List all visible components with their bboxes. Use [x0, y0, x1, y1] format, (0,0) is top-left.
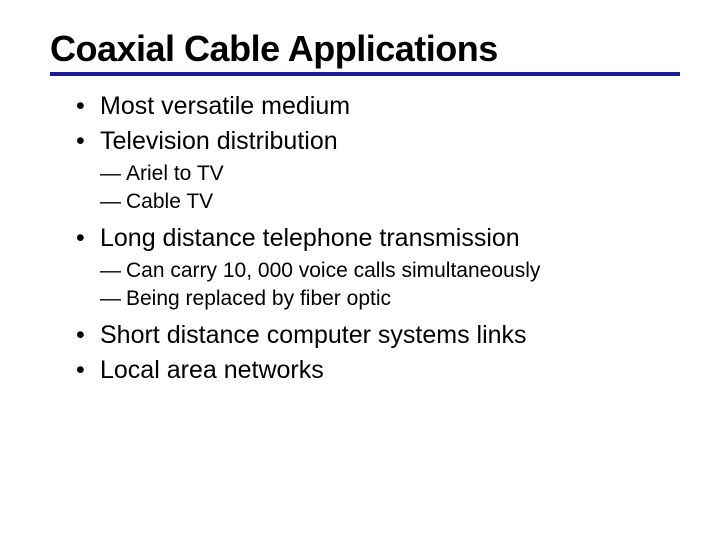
sub-item: Cable TV [100, 190, 680, 214]
slide-title: Coaxial Cable Applications [50, 28, 680, 76]
bullet-item: Television distribution [72, 127, 680, 156]
sub-list: Can carry 10, 000 voice calls simultaneo… [50, 259, 680, 311]
bullet-item: Long distance telephone transmission [72, 224, 680, 253]
sub-text: Cable TV [126, 190, 213, 213]
bullet-list: Most versatile medium Television distrib… [50, 92, 680, 156]
sub-item: Can carry 10, 000 voice calls simultaneo… [100, 259, 680, 283]
sub-list: Ariel to TV Cable TV [50, 162, 680, 214]
sub-item: Being replaced by fiber optic [100, 287, 680, 311]
sub-text: Can carry 10, 000 voice calls simultaneo… [126, 259, 540, 282]
bullet-item: Most versatile medium [72, 92, 680, 121]
bullet-item: Local area networks [72, 356, 680, 385]
bullet-text: Local area networks [100, 356, 324, 384]
bullet-text: Long distance telephone transmission [100, 224, 520, 252]
bullet-list: Short distance computer systems links Lo… [50, 321, 680, 385]
bullet-text: Short distance computer systems links [100, 321, 527, 349]
sub-text: Ariel to TV [126, 162, 224, 185]
bullet-text: Television distribution [100, 127, 338, 155]
bullet-list: Long distance telephone transmission [50, 224, 680, 253]
bullet-text: Most versatile medium [100, 92, 350, 120]
sub-text: Being replaced by fiber optic [126, 287, 391, 310]
sub-item: Ariel to TV [100, 162, 680, 186]
slide-content: Most versatile medium Television distrib… [50, 92, 680, 385]
bullet-item: Short distance computer systems links [72, 321, 680, 350]
